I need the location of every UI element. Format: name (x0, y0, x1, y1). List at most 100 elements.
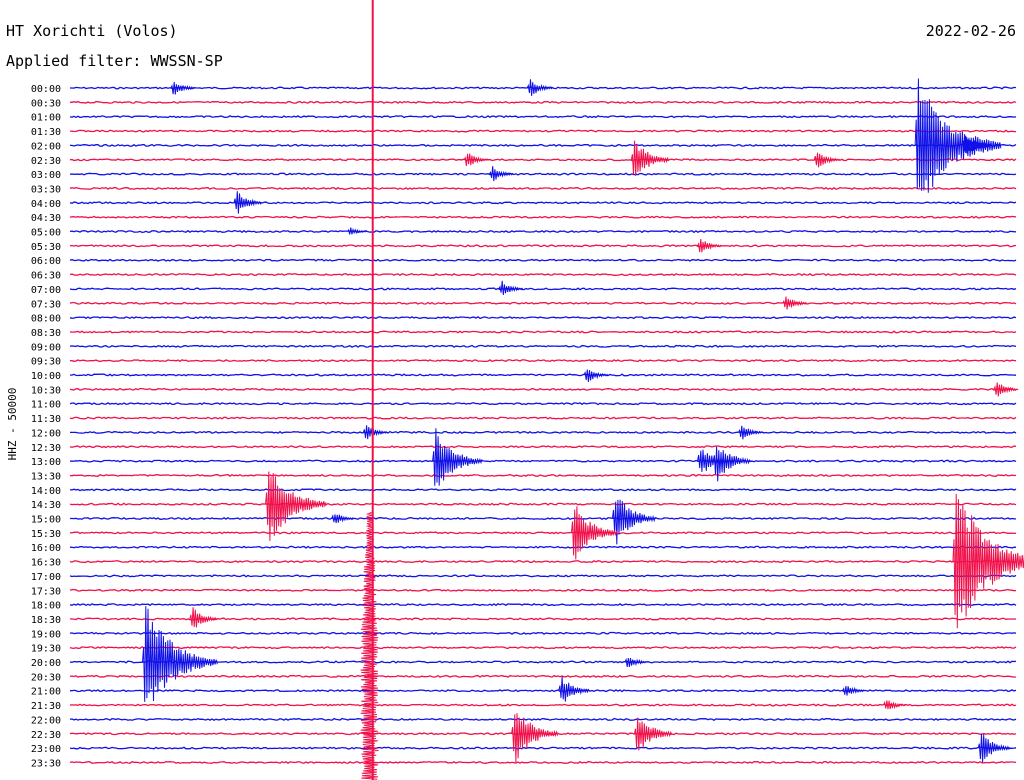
trace-row (69, 502, 1017, 506)
time-tick-label: 15:00 (31, 515, 61, 526)
time-tick-label: 13:00 (31, 457, 61, 468)
trace-row (70, 129, 1016, 133)
trace-row (69, 315, 1017, 320)
trace-row (69, 703, 1017, 707)
trace-row (69, 258, 1017, 262)
event-waveform (883, 700, 906, 710)
time-tick-label: 10:00 (31, 371, 61, 382)
time-tick-label: 20:00 (31, 658, 61, 669)
trace-row (69, 760, 1017, 764)
trace-row (69, 646, 1017, 650)
event-waveform (842, 686, 865, 696)
trace-row (69, 445, 1017, 449)
event-waveform (914, 78, 1002, 193)
time-tick-label: 22:00 (31, 715, 61, 726)
time-tick-label: 19:30 (31, 644, 61, 655)
event-waveform (432, 428, 483, 486)
trace-row (69, 244, 1017, 248)
filter-label: Applied filter: WWSSN-SP (6, 52, 223, 70)
event-waveform (170, 82, 196, 95)
trace-row (70, 516, 1017, 521)
time-tick-label: 12:30 (31, 443, 61, 454)
event-waveform (570, 506, 619, 560)
trace-row (70, 100, 1017, 104)
trace-row (69, 602, 1017, 607)
trace-row (69, 215, 1017, 219)
time-tick-labels: 00:00 00:30 01:00 01:30 02:00 02:30 03:00 03:30… (31, 84, 61, 769)
time-tick-label: 07:30 (31, 299, 61, 310)
event-waveform (558, 676, 591, 702)
time-tick-label: 00:30 (31, 98, 61, 109)
time-tick-label: 00:00 (31, 84, 61, 95)
trace-row (69, 330, 1017, 334)
event-waveform (977, 733, 1011, 763)
event-waveform (712, 446, 752, 482)
time-tick-label: 01:30 (31, 127, 61, 138)
trace-row (69, 373, 1017, 377)
trace-row (69, 273, 1017, 277)
event-waveform (583, 369, 609, 383)
event-waveform (633, 717, 673, 751)
event-waveform (362, 425, 388, 440)
trace-row (69, 359, 1017, 363)
trace-row (69, 115, 1017, 119)
event-waveform (611, 499, 656, 545)
trace-row (69, 660, 1017, 664)
time-tick-label: 03:30 (31, 184, 61, 195)
trace-row (69, 229, 1017, 234)
event-waveform (952, 493, 1024, 629)
time-tick-label: 07:00 (31, 285, 61, 296)
time-tick-label: 17:30 (31, 586, 61, 597)
station-title: HT Xorichti (Volos) (6, 22, 178, 40)
time-tick-label: 18:00 (31, 601, 61, 612)
event-waveform (189, 607, 218, 628)
time-tick-label: 21:00 (31, 687, 61, 698)
trace-row (69, 545, 1017, 549)
trace-row (69, 344, 1017, 348)
time-tick-label: 02:00 (31, 141, 61, 152)
time-tick-label: 05:30 (31, 242, 61, 253)
event-waveform (511, 713, 559, 763)
time-tick-label: 08:00 (31, 314, 61, 325)
event-waveform (526, 79, 553, 96)
time-tick-label: 16:00 (31, 543, 61, 554)
event-waveform (498, 280, 524, 296)
event-waveform (233, 191, 262, 214)
time-tick-label: 06:30 (31, 271, 61, 282)
trace-row (69, 588, 1017, 592)
event-waveform (488, 166, 514, 182)
event-waveform (463, 153, 489, 167)
trace-row (69, 674, 1017, 678)
time-tick-label: 04:00 (31, 199, 61, 210)
trace-row (69, 531, 1017, 535)
event-waveform (624, 657, 648, 668)
trace-row (69, 488, 1017, 492)
trace-row (70, 430, 1017, 434)
time-tick-label: 18:30 (31, 615, 61, 626)
trace-row (69, 387, 1017, 391)
event-waveform (961, 135, 991, 154)
time-tick-label: 01:00 (31, 113, 61, 124)
time-tick-label: 17:00 (31, 572, 61, 583)
trace-row (69, 186, 1017, 191)
time-tick-label: 02:30 (31, 156, 61, 167)
seismic-traces (69, 86, 1017, 764)
trace-row (69, 158, 1017, 162)
seismic-events (142, 0, 1024, 780)
trace-row (69, 717, 1017, 721)
event-waveform (630, 140, 670, 177)
trace-row (69, 402, 1017, 406)
time-tick-label: 04:30 (31, 213, 61, 224)
trace-row (69, 287, 1017, 291)
time-tick-label: 14:00 (31, 486, 61, 497)
trace-row (69, 746, 1017, 750)
trace-row (69, 473, 1017, 478)
event-waveform (782, 296, 808, 310)
trace-row (69, 617, 1017, 621)
time-tick-label: 08:30 (31, 328, 61, 339)
time-tick-label: 20:30 (31, 672, 61, 683)
time-tick-label: 09:30 (31, 357, 61, 368)
event-waveform (813, 152, 840, 168)
trace-row (69, 172, 1017, 176)
